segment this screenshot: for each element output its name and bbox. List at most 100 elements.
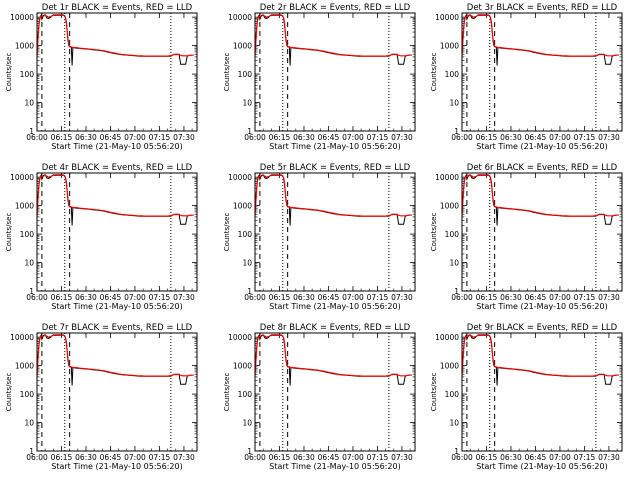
detector-chart-4: Det 4r BLACK = Events, RED = LLD 1 10 100 10…	[5, 163, 198, 311]
x-tick-label: 07:00	[549, 293, 571, 302]
chart-title: Det 5r BLACK = Events, RED = LLD	[260, 163, 411, 173]
chart-title: Det 9r BLACK = Events, RED = LLD	[467, 323, 618, 333]
y-axis-label: Counts/sec	[430, 213, 438, 252]
y-tick-label: 1000	[15, 202, 34, 211]
x-tick-label: 06:30	[293, 453, 315, 462]
detector-chart-6: Det 6r BLACK = Events, RED = LLD 1 10 100 10…	[430, 163, 623, 311]
x-tick-label: 07:30	[598, 453, 620, 462]
plot-frame	[254, 172, 416, 292]
x-tick-label: 06:30	[75, 133, 97, 142]
y-tick-label: 10	[24, 419, 34, 428]
x-axis-label: Start Time (21-May-10 05:56:20)	[269, 302, 400, 311]
x-tick-label: 06:45	[525, 133, 547, 142]
y-tick-label: 1000	[15, 42, 34, 51]
events-series-line	[462, 174, 619, 226]
y-tick-label: 1000	[233, 202, 252, 211]
x-tick-label: 06:00	[244, 453, 266, 462]
y-tick-label: 1	[454, 287, 459, 296]
y-tick-label: 100	[20, 390, 35, 399]
lld-series-line	[255, 174, 412, 217]
lld-series-line	[462, 334, 619, 377]
plot-frame	[36, 172, 198, 292]
x-tick-label: 06:45	[100, 453, 122, 462]
x-tick-label: 06:15	[269, 293, 291, 302]
x-tick-label: 07:15	[574, 453, 596, 462]
x-tick-label: 06:00	[451, 133, 473, 142]
events-series-line	[255, 14, 412, 66]
x-tick-label: 07:30	[391, 293, 413, 302]
detector-chart-8: Det 8r BLACK = Events, RED = LLD 1 10 100 10…	[223, 323, 416, 471]
plot-frame	[36, 12, 198, 132]
plot-frame	[254, 12, 416, 132]
x-tick-label: 06:45	[318, 293, 340, 302]
y-tick-label: 100	[238, 230, 253, 239]
y-tick-label: 1000	[15, 362, 34, 371]
y-tick-label: 1	[29, 127, 34, 136]
x-tick-label: 07:15	[149, 453, 171, 462]
x-axis-label: Start Time (21-May-10 05:56:20)	[476, 302, 607, 311]
plot-frame	[36, 332, 198, 452]
x-tick-label: 07:15	[149, 133, 171, 142]
x-tick-label: 06:45	[525, 453, 547, 462]
x-tick-label: 06:00	[244, 133, 266, 142]
lld-series-line	[255, 334, 412, 377]
y-tick-label: 10000	[10, 173, 34, 182]
x-tick-label: 06:30	[500, 453, 522, 462]
x-tick-label: 06:00	[26, 293, 48, 302]
events-series-line	[37, 174, 194, 226]
lld-series-line	[37, 174, 194, 217]
x-axis-label: Start Time (21-May-10 05:56:20)	[476, 142, 607, 151]
x-tick-label: 06:15	[476, 293, 498, 302]
plot-frame	[461, 332, 623, 452]
plot-frame	[461, 172, 623, 292]
y-tick-label: 10000	[228, 333, 252, 342]
chart-title: Det 8r BLACK = Events, RED = LLD	[260, 323, 411, 333]
chart-title: Det 6r BLACK = Events, RED = LLD	[467, 163, 618, 173]
y-tick-label: 10000	[10, 333, 34, 342]
y-axis-label: Counts/sec	[223, 373, 231, 412]
x-tick-label: 06:15	[269, 133, 291, 142]
x-tick-label: 07:30	[598, 133, 620, 142]
events-series-line	[37, 334, 194, 386]
y-tick-label: 1	[29, 287, 34, 296]
x-axis-label: Start Time (21-May-10 05:56:20)	[476, 462, 607, 471]
y-tick-label: 1	[247, 447, 252, 456]
detector-chart-3: Det 3r BLACK = Events, RED = LLD 1 10 100 10…	[430, 3, 623, 151]
y-tick-label: 100	[445, 230, 460, 239]
detector-chart-1: Det 1r BLACK = Events, RED = LLD 1 10 100 10…	[5, 3, 198, 151]
y-tick-label: 10000	[435, 13, 459, 22]
x-tick-label: 06:00	[451, 293, 473, 302]
x-tick-label: 06:45	[318, 453, 340, 462]
x-tick-label: 07:30	[173, 453, 195, 462]
y-tick-label: 10000	[10, 13, 34, 22]
x-tick-label: 07:15	[149, 293, 171, 302]
events-series-line	[255, 174, 412, 226]
chart-title: Det 4r BLACK = Events, RED = LLD	[42, 163, 193, 173]
y-tick-label: 1	[29, 447, 34, 456]
x-tick-label: 07:15	[367, 133, 389, 142]
y-tick-label: 1000	[233, 362, 252, 371]
x-tick-label: 06:00	[244, 293, 266, 302]
y-tick-label: 10	[242, 419, 252, 428]
x-tick-label: 06:30	[500, 133, 522, 142]
x-tick-label: 06:15	[51, 453, 73, 462]
y-axis-label: Counts/sec	[5, 53, 13, 92]
x-tick-label: 07:30	[598, 293, 620, 302]
y-axis-label: Counts/sec	[5, 373, 13, 412]
x-tick-label: 07:30	[391, 453, 413, 462]
y-tick-label: 10	[242, 259, 252, 268]
y-tick-label: 10	[24, 99, 34, 108]
lld-series-line	[255, 14, 412, 57]
lld-series-line	[462, 14, 619, 57]
x-tick-label: 07:30	[173, 133, 195, 142]
x-tick-label: 07:30	[173, 293, 195, 302]
y-axis-label: Counts/sec	[430, 53, 438, 92]
x-tick-label: 06:45	[318, 133, 340, 142]
y-tick-label: 1000	[440, 42, 459, 51]
x-tick-label: 06:00	[451, 453, 473, 462]
y-tick-label: 1	[454, 127, 459, 136]
y-axis-label: Counts/sec	[223, 53, 231, 92]
x-tick-label: 07:15	[367, 293, 389, 302]
x-tick-label: 07:00	[124, 133, 146, 142]
